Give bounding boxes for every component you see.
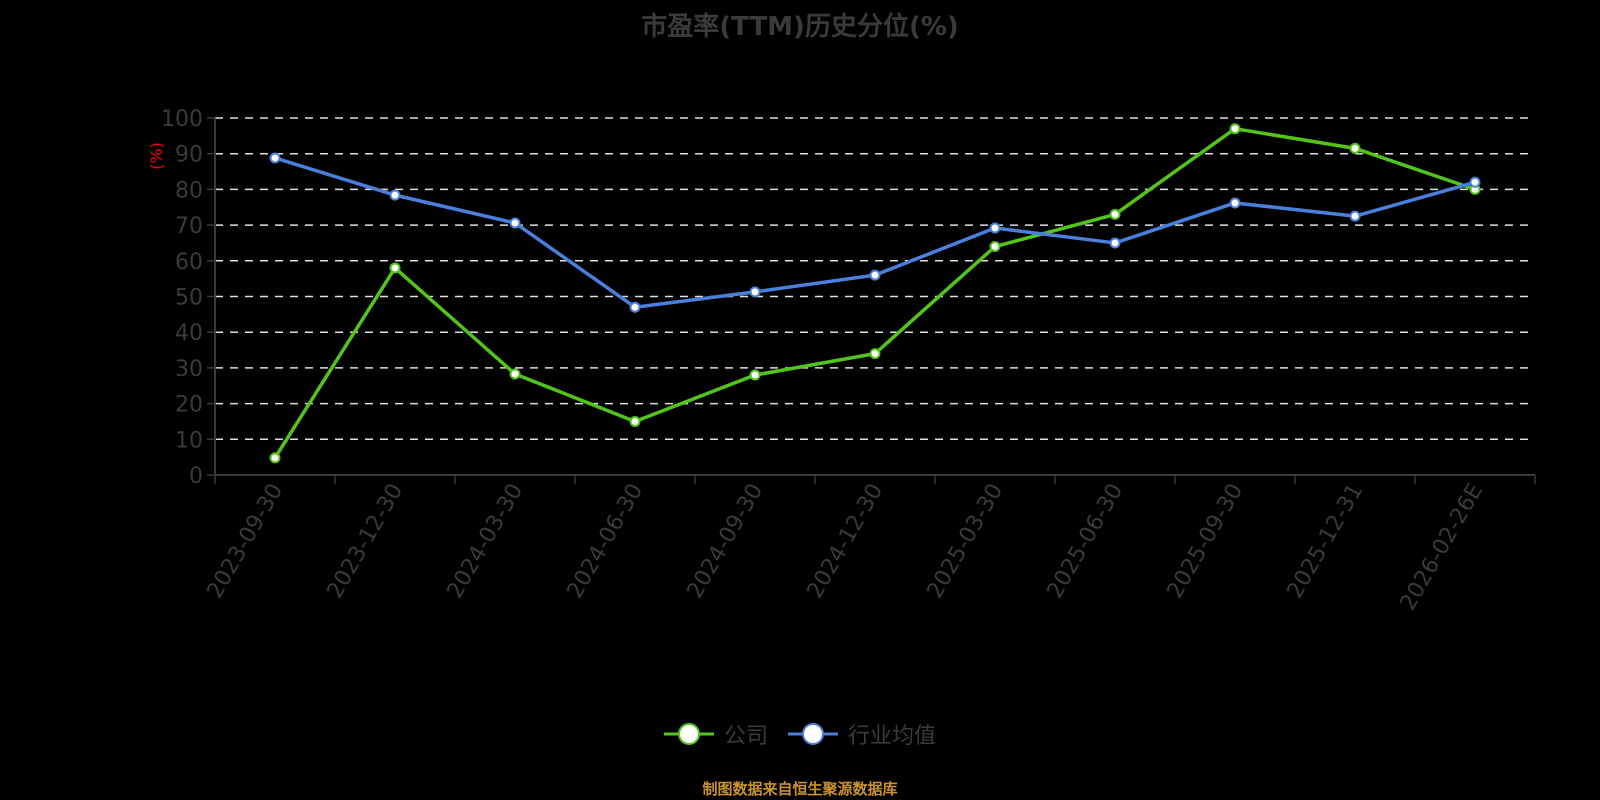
chart-title: 市盈率(TTM)历史分位(%) — [641, 12, 959, 42]
x-tick-label: 2024-09-30 — [683, 480, 769, 603]
data-point[interactable] — [869, 269, 881, 281]
legend-label-company: 公司 — [723, 724, 768, 749]
y-tick-label: 80 — [175, 178, 203, 203]
data-point[interactable] — [989, 241, 1001, 253]
x-tick-label: 2026-02-26E — [1396, 480, 1489, 615]
data-point[interactable] — [869, 348, 881, 360]
data-point[interactable] — [1229, 197, 1241, 209]
data-point[interactable] — [1469, 176, 1481, 188]
legend-item-industry-avg[interactable]: 行业均值 — [788, 718, 936, 750]
y-tick-label: 20 — [175, 393, 203, 418]
y-axis-unit-label: (%) — [147, 142, 166, 170]
data-point[interactable] — [389, 189, 401, 201]
x-tick-label: 2024-06-30 — [563, 480, 649, 603]
x-tick-label: 2025-03-30 — [923, 480, 1009, 603]
x-tick-label: 2024-03-30 — [443, 480, 529, 603]
data-point[interactable] — [749, 286, 761, 298]
data-point[interactable] — [1349, 210, 1361, 222]
y-tick-label: 0 — [189, 464, 203, 489]
data-source-footer: 制图数据来自恒生聚源数据库 — [702, 780, 898, 798]
data-point[interactable] — [269, 152, 281, 164]
x-tick-label: 2023-12-30 — [323, 480, 409, 603]
data-point[interactable] — [1349, 142, 1361, 154]
data-point[interactable] — [989, 222, 1001, 234]
legend-item-company[interactable]: 公司 — [663, 718, 768, 750]
data-point[interactable] — [1229, 123, 1241, 135]
x-tick-label: 2025-09-30 — [1163, 480, 1249, 603]
y-tick-label: 90 — [175, 143, 203, 168]
data-point[interactable] — [629, 301, 641, 313]
green-line-marker-icon — [663, 723, 714, 745]
data-point[interactable] — [629, 415, 641, 427]
data-point[interactable] — [509, 368, 521, 380]
y-tick-label: 70 — [175, 214, 203, 239]
legend-label-industry-avg: 行业均值 — [848, 724, 937, 749]
blue-line-marker-icon — [788, 723, 838, 745]
data-point[interactable] — [389, 262, 401, 274]
x-tick-label: 2023-09-30 — [203, 480, 289, 603]
y-tick-label: 60 — [175, 250, 203, 275]
line-chart: 0 10 20 30 40 50 60 70 80 90 100 (%) 2023-09-30 2023-… — [147, 107, 1536, 615]
industry-avg-series-line — [274, 156, 1476, 309]
company-series-line — [273, 126, 1476, 459]
y-tick-label: 100 — [161, 107, 203, 132]
x-tick-label: 2024-12-30 — [803, 480, 889, 603]
data-point[interactable] — [749, 369, 761, 381]
data-point[interactable] — [1109, 237, 1121, 249]
y-tick-label: 30 — [175, 357, 203, 382]
data-point[interactable] — [1109, 208, 1121, 220]
data-point[interactable] — [269, 452, 281, 464]
y-tick-label: 40 — [175, 321, 203, 346]
x-tick-label: 2025-12-31 — [1283, 480, 1369, 603]
legend: 公司 行业均值 — [0, 718, 1600, 750]
y-tick-label: 50 — [175, 286, 203, 311]
y-tick-label: 10 — [175, 428, 203, 453]
x-tick-label: 2025-06-30 — [1043, 480, 1129, 603]
data-point[interactable] — [509, 217, 521, 229]
